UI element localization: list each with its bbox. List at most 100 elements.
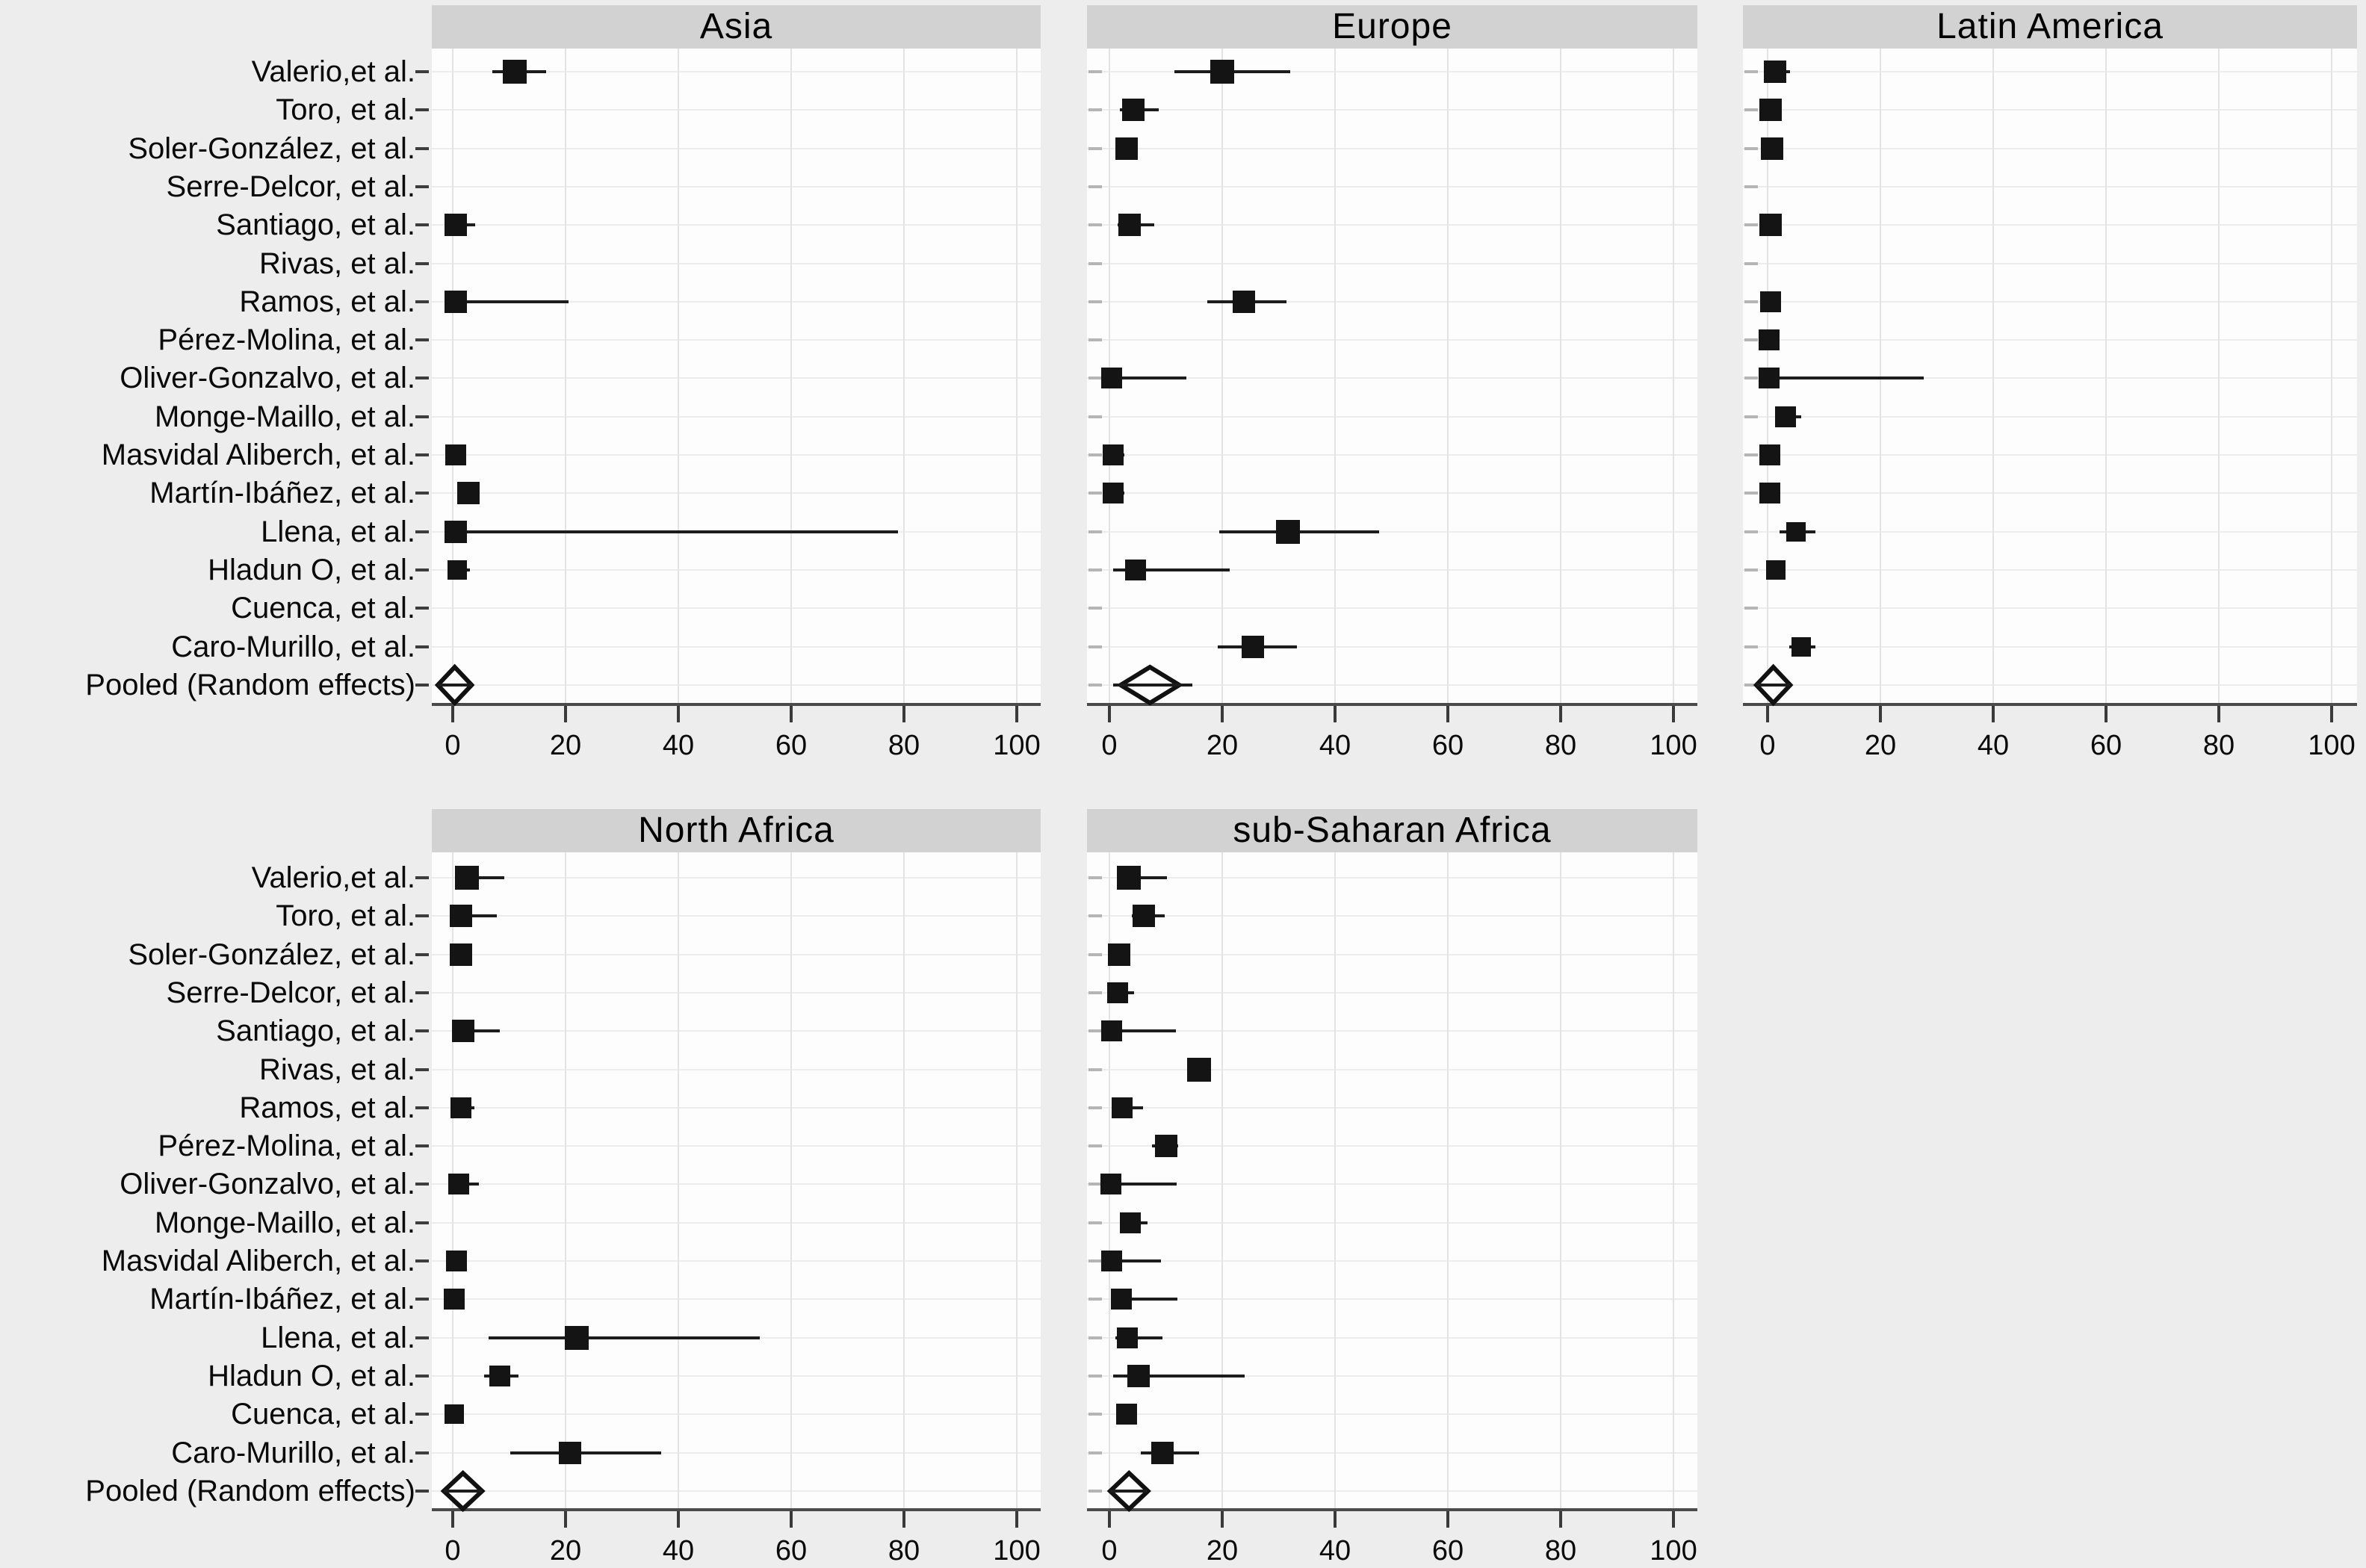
row-gridline bbox=[1087, 377, 1697, 379]
x-axis-tick bbox=[1108, 706, 1111, 722]
x-axis-tick bbox=[1334, 706, 1337, 722]
row-gridline bbox=[432, 991, 1041, 994]
study-label: Soler-González, et al. bbox=[128, 938, 415, 971]
row-tick bbox=[1088, 1106, 1102, 1109]
row-tick bbox=[1744, 376, 1758, 380]
row-gridline bbox=[1743, 684, 2357, 686]
row-gridline bbox=[1087, 1068, 1697, 1070]
tick-gridline bbox=[1221, 49, 1223, 704]
row-tick bbox=[1088, 108, 1102, 112]
panel-plot-sub-saharan-africa bbox=[1087, 852, 1697, 1510]
forest-marker bbox=[1124, 559, 1146, 580]
row-gridline bbox=[1087, 224, 1697, 226]
row-tick bbox=[1088, 1029, 1102, 1033]
forest-marker bbox=[450, 905, 473, 928]
forest-marker bbox=[1151, 1441, 1174, 1464]
row-gridline bbox=[432, 454, 1041, 456]
study-label: Masvidal Aliberch, et al. bbox=[101, 1245, 415, 1277]
row-tick bbox=[1744, 492, 1758, 495]
panel-title-sub-saharan-africa: sub-Saharan Africa bbox=[1087, 809, 1697, 852]
confidence-interval bbox=[1115, 1336, 1162, 1339]
study-label: Martín-Ibáñez, et al. bbox=[149, 477, 415, 510]
forest-marker bbox=[1766, 560, 1786, 580]
panel-plot-asia bbox=[432, 49, 1041, 704]
forest-marker bbox=[448, 1174, 469, 1195]
tick-gridline bbox=[1016, 852, 1018, 1510]
row-tick bbox=[1088, 453, 1102, 456]
row-tick bbox=[415, 108, 429, 112]
forest-marker bbox=[445, 1404, 465, 1425]
pooled-ci-line bbox=[1109, 1489, 1148, 1493]
forest-marker bbox=[1110, 1289, 1132, 1310]
forest-marker bbox=[1759, 483, 1781, 504]
x-axis-tick-label: 0 bbox=[1759, 730, 1776, 761]
confidence-interval bbox=[458, 876, 505, 879]
forest-marker bbox=[452, 1020, 475, 1043]
row-tick bbox=[415, 453, 429, 456]
confidence-interval bbox=[455, 1029, 501, 1033]
row-gridline bbox=[1087, 1145, 1697, 1147]
tick-gridline bbox=[452, 49, 453, 704]
pooled-ci-line bbox=[1112, 683, 1192, 687]
study-label: Cuenca, et al. bbox=[231, 1398, 415, 1431]
forest-marker bbox=[1118, 214, 1142, 237]
x-axis-tick bbox=[564, 1511, 567, 1528]
row-gridline bbox=[432, 1106, 1041, 1109]
confidence-interval bbox=[453, 530, 899, 533]
row-tick bbox=[1088, 607, 1102, 610]
row-tick bbox=[415, 952, 429, 956]
forest-marker bbox=[1786, 521, 1806, 542]
x-axis-tick bbox=[1015, 1511, 1018, 1528]
row-tick bbox=[1744, 645, 1758, 648]
x-axis-tick bbox=[790, 706, 793, 722]
tick-gridline bbox=[565, 49, 566, 704]
row-gridline bbox=[1087, 915, 1697, 917]
x-axis-tick bbox=[1672, 706, 1675, 722]
x-axis-tick-label: 20 bbox=[549, 730, 582, 761]
row-tick bbox=[415, 991, 429, 994]
row-gridline bbox=[432, 953, 1041, 955]
tick-gridline bbox=[1334, 49, 1336, 704]
forest-marker bbox=[448, 560, 468, 580]
confidence-interval bbox=[510, 1451, 662, 1454]
forest-marker bbox=[1117, 1327, 1139, 1348]
row-tick bbox=[1088, 1221, 1102, 1224]
row-tick bbox=[1744, 415, 1758, 418]
row-tick bbox=[415, 261, 429, 265]
forest-marker bbox=[565, 1325, 589, 1350]
pooled-ci-line bbox=[443, 1489, 483, 1493]
row-tick bbox=[1088, 683, 1102, 687]
row-tick bbox=[415, 914, 429, 918]
row-tick bbox=[415, 492, 429, 495]
x-axis-tick bbox=[677, 1511, 680, 1528]
x-axis-tick bbox=[902, 1511, 905, 1528]
row-gridline bbox=[1087, 1030, 1697, 1032]
x-axis-tick bbox=[1879, 706, 1882, 722]
study-label: Masvidal Aliberch, et al. bbox=[101, 439, 415, 471]
row-gridline bbox=[1743, 71, 2357, 72]
forest-marker bbox=[1775, 406, 1797, 427]
x-axis-tick-label: 40 bbox=[662, 730, 695, 761]
forest-marker bbox=[1115, 137, 1139, 160]
x-axis-tick-label: 60 bbox=[775, 730, 808, 761]
study-label: Ramos, et al. bbox=[239, 285, 415, 318]
row-gridline bbox=[432, 1451, 1041, 1454]
study-label: Martín-Ibáñez, et al. bbox=[149, 1283, 415, 1316]
row-tick bbox=[415, 1106, 429, 1109]
row-tick bbox=[1088, 1413, 1102, 1416]
row-gridline bbox=[432, 1068, 1041, 1070]
row-gridline bbox=[432, 262, 1041, 264]
row-tick bbox=[1744, 185, 1758, 188]
x-axis-tick bbox=[2217, 706, 2220, 722]
tick-gridline bbox=[2105, 49, 2107, 704]
forest-marker bbox=[1275, 519, 1300, 544]
confidence-interval bbox=[1112, 1298, 1177, 1301]
forest-marker bbox=[1759, 329, 1780, 351]
study-label: Cuenca, et al. bbox=[231, 592, 415, 625]
forest-marker bbox=[1759, 291, 1781, 312]
study-label: Rivas, et al. bbox=[259, 247, 415, 280]
forest-marker bbox=[1241, 635, 1264, 658]
study-label: Pooled (Random effects) bbox=[85, 1474, 415, 1507]
row-tick bbox=[415, 1259, 429, 1262]
x-axis-tick-label: 0 bbox=[1101, 1535, 1118, 1567]
